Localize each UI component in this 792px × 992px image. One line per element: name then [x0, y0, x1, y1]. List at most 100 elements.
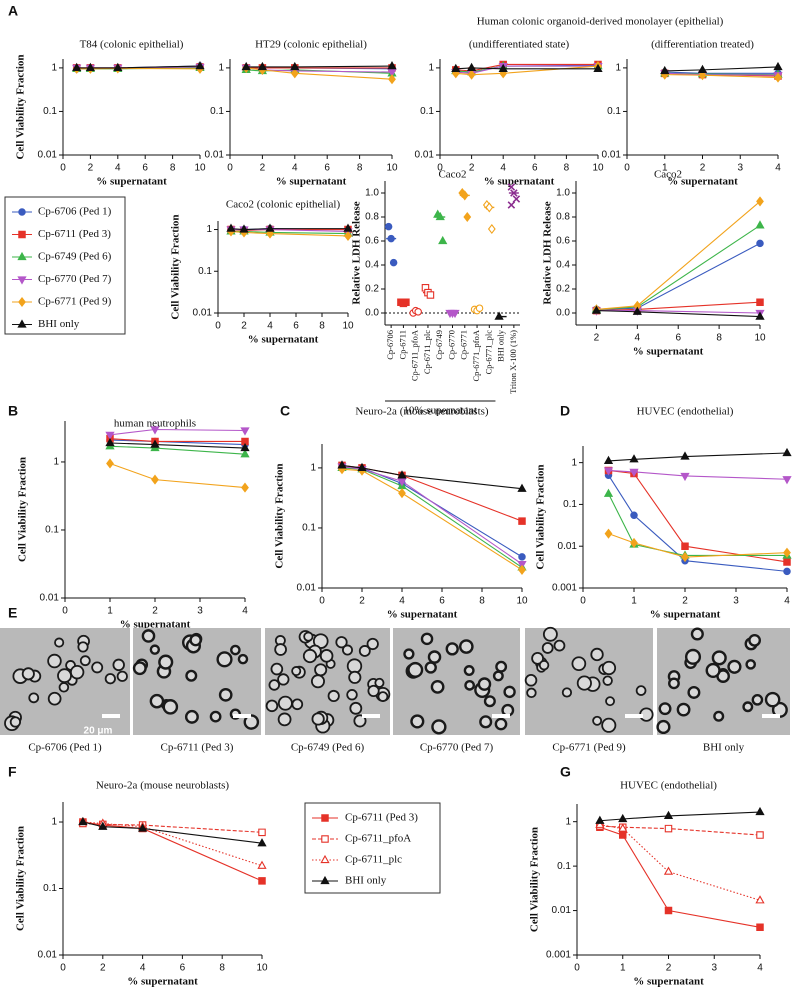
cell [601, 660, 617, 676]
cell [243, 714, 260, 730]
category-label: Cp-6771_plc [483, 330, 493, 375]
series-line [341, 464, 523, 490]
marker [438, 235, 448, 245]
y-tick-label: 0.2 [365, 284, 379, 295]
marker [463, 211, 472, 223]
marker [17, 319, 27, 328]
chart-title: T84 (colonic epithelial) [80, 39, 184, 51]
series-line [596, 301, 761, 312]
y-tick-label: 1 [51, 63, 57, 74]
marker [17, 251, 27, 261]
cell [748, 633, 762, 647]
x-tick-label: 2 [469, 163, 475, 174]
marker [663, 810, 674, 820]
series-line [230, 228, 348, 231]
marker [755, 806, 765, 816]
x-axis-label: % supernatant [650, 609, 721, 621]
marker [257, 860, 267, 869]
legend-box [4, 196, 126, 335]
x-tick-label: 3 [197, 606, 203, 617]
y-tick-label: 0.4 [365, 260, 379, 271]
marker [389, 258, 398, 267]
cell [311, 712, 325, 726]
cell [341, 644, 353, 656]
series-line [82, 822, 263, 833]
marker [18, 208, 26, 216]
y-tick-label: 0.01 [38, 150, 58, 161]
y-tick-label: 1 [53, 457, 59, 468]
marker [498, 63, 508, 72]
cell [162, 699, 179, 715]
x-tick-label: 8 [479, 596, 485, 607]
marker [397, 470, 407, 479]
x-tick-label: 2 [700, 163, 706, 174]
cell [668, 677, 680, 690]
cell [185, 669, 198, 682]
category-label: Cp-6771_pfoA [471, 329, 481, 381]
marker [387, 234, 395, 243]
category-label: Cp-6711_plc [422, 330, 432, 374]
scale-bar [362, 714, 380, 718]
x-axis-label: % supernatant [484, 176, 555, 188]
marker [258, 828, 266, 837]
caption: Cp-6711 (Ped 3) [161, 742, 234, 754]
marker [603, 455, 614, 465]
cell [410, 714, 425, 729]
marker [660, 65, 670, 75]
marker [467, 69, 476, 80]
y-tick-label: 1 [51, 817, 57, 828]
cell [477, 677, 492, 691]
x-tick-label: 8 [357, 163, 363, 174]
x-tick-label: 6 [142, 163, 148, 174]
group-label: 10% supernatant [403, 405, 477, 417]
marker [630, 537, 638, 548]
x-tick-label: 6 [324, 163, 330, 174]
series-line [599, 811, 761, 822]
marker [603, 467, 614, 476]
x-tick-label: 6 [180, 963, 186, 974]
y-tick-label: 0.001 [546, 950, 571, 961]
cell [541, 642, 554, 654]
marker [388, 74, 396, 85]
cell [158, 654, 174, 670]
marker [681, 551, 689, 563]
marker [593, 63, 603, 72]
cell [458, 639, 474, 654]
cell [494, 717, 508, 731]
cell [431, 719, 447, 735]
cell [79, 655, 91, 667]
marker [18, 230, 26, 239]
legend-label: Cp-6770 (Ped 7) [38, 273, 112, 285]
cell [483, 695, 496, 708]
cell [54, 637, 65, 648]
cell [58, 682, 70, 693]
y-tick-label: 0.01 [40, 593, 60, 604]
marker [241, 437, 249, 446]
cell [656, 719, 671, 735]
marker [783, 547, 791, 558]
cell [358, 645, 371, 657]
cell [91, 661, 104, 674]
cell [367, 684, 380, 698]
y-tick-label: 0.1 [43, 106, 57, 117]
cell [132, 661, 147, 676]
y-tick-label: 1 [206, 224, 212, 235]
marker [517, 483, 527, 492]
cell [561, 687, 573, 698]
x-tick-label: 4 [292, 163, 298, 174]
series-line [596, 242, 761, 310]
marker [664, 824, 673, 833]
panel-label: E [8, 605, 17, 621]
marker [414, 308, 422, 316]
marker [195, 60, 205, 70]
series-line [109, 462, 246, 489]
legend-label: Cp-6711_pfoA [345, 833, 411, 845]
y-tick-label: 0.01 [297, 583, 317, 594]
marker [241, 61, 251, 71]
cell [218, 687, 233, 702]
marker [475, 304, 484, 312]
cell [592, 715, 603, 726]
y-tick-label: 0.001 [552, 583, 577, 594]
chart-title: HUVEC (endothelial) [637, 406, 734, 418]
x-axis-label: % supernatant [276, 176, 347, 188]
